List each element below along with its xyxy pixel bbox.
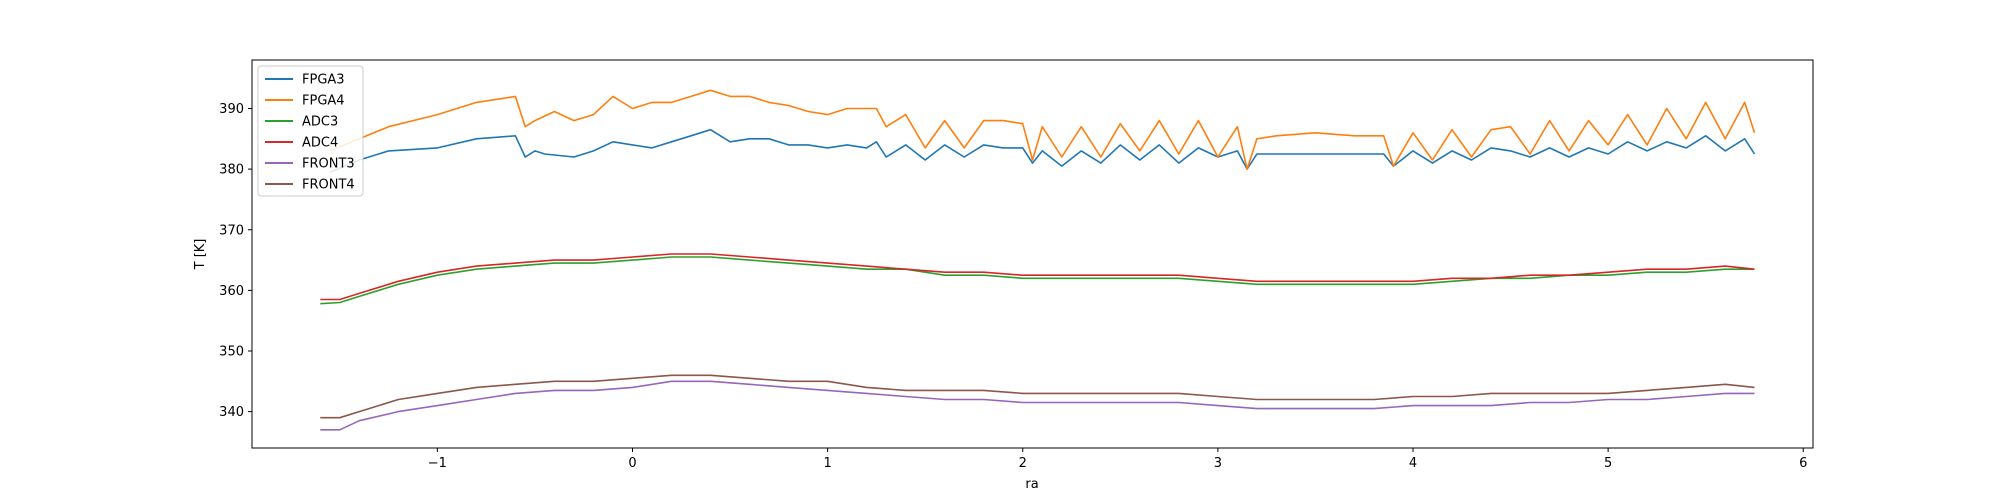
x-axis-label: ra xyxy=(1025,477,1038,492)
series-line-front3 xyxy=(320,380,1755,431)
y-tick-label: 340 xyxy=(219,405,244,420)
series-line-fpga3 xyxy=(329,128,1756,173)
series-layer xyxy=(320,89,1756,431)
y-tick-label: 380 xyxy=(219,163,244,178)
x-tick-label: 2 xyxy=(1019,456,1027,471)
legend-label: FPGA4 xyxy=(302,94,345,109)
plot-frame xyxy=(251,59,1814,449)
series-line-front4 xyxy=(320,374,1755,419)
x-tick-label: 0 xyxy=(628,456,636,471)
series-line-adc4 xyxy=(320,253,1755,301)
x-tick-label: 4 xyxy=(1409,456,1417,471)
y-tick-label: 350 xyxy=(219,345,244,360)
series-line-adc3 xyxy=(320,256,1755,305)
y-tick-label: 360 xyxy=(219,284,244,299)
x-tick-label: 1 xyxy=(823,456,831,471)
x-tick-label: 3 xyxy=(1214,456,1222,471)
plot-area xyxy=(252,60,1813,448)
x-axis: −1 0 1 2 3 4 5 6 xyxy=(428,448,1807,471)
y-tick-label: 370 xyxy=(219,223,244,238)
y-axis: 340 350 360 370 380 390 xyxy=(219,102,252,420)
y-axis-label: T [K] xyxy=(193,239,208,271)
x-tick-label: −1 xyxy=(428,456,447,471)
legend-label: FRONT3 xyxy=(302,157,355,172)
x-tick-label: 6 xyxy=(1799,456,1807,471)
legend-label: ADC3 xyxy=(302,115,338,130)
legend: FPGA3 FPGA4 ADC3 ADC4 FRONT3 FRONT4 xyxy=(257,65,364,197)
legend-label: ADC4 xyxy=(302,136,338,151)
legend-label: FRONT4 xyxy=(302,178,355,193)
series-line-fpga4 xyxy=(329,89,1756,170)
x-tick-label: 5 xyxy=(1604,456,1612,471)
y-tick-label: 390 xyxy=(219,102,244,117)
legend-label: FPGA3 xyxy=(302,73,345,88)
